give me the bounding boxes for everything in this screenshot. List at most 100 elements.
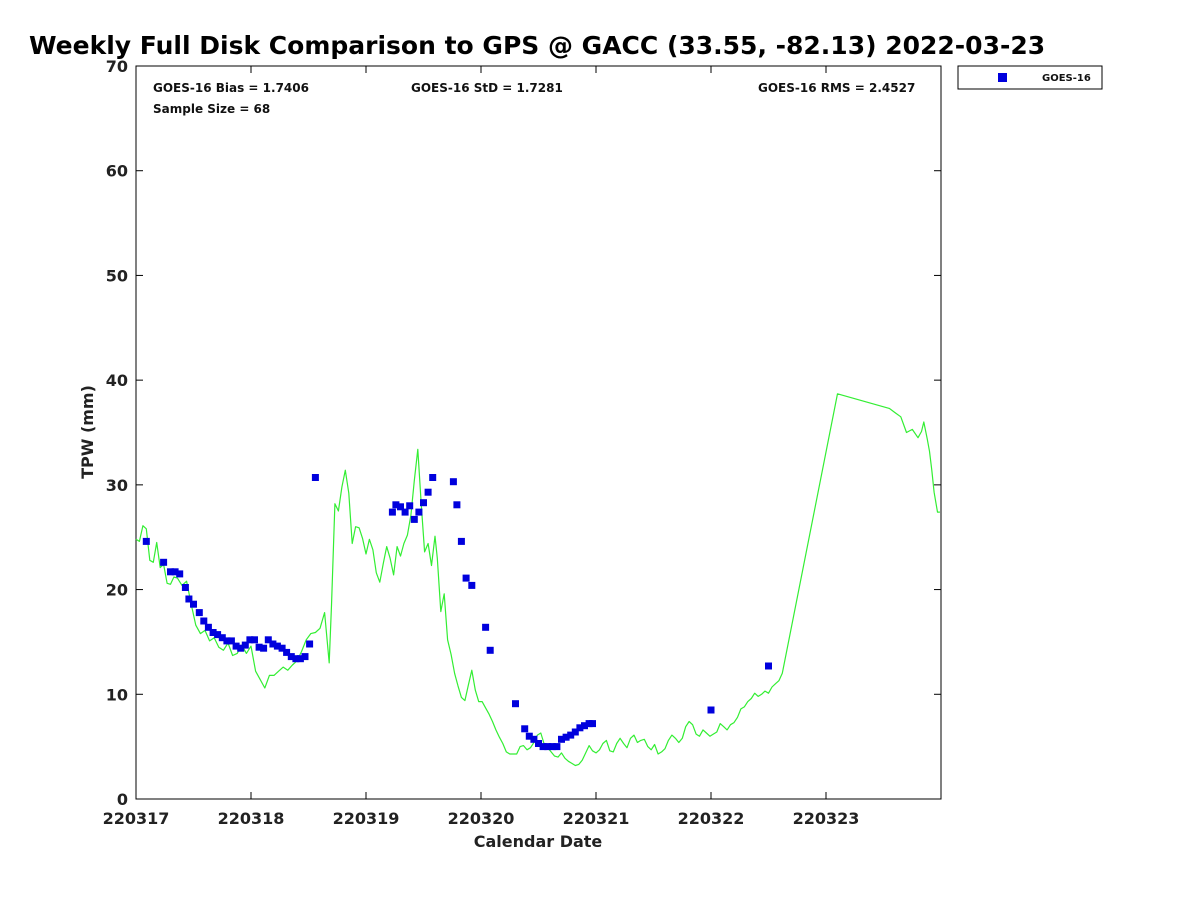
y-tick-label: 30 — [106, 476, 128, 495]
goes-16-point — [223, 637, 231, 645]
goes-16-point — [562, 733, 570, 741]
goes-16-point — [195, 609, 203, 617]
goes-16-point — [429, 474, 437, 481]
goes-16-point — [535, 740, 542, 747]
y-tick-label: 60 — [106, 162, 128, 181]
x-tick-label: 220319 — [333, 809, 400, 828]
y-tick-label: 0 — [117, 790, 128, 809]
goes-16-point — [167, 568, 174, 576]
y-tick-label: 10 — [106, 685, 128, 704]
goes-16-point — [410, 515, 418, 523]
goes-16-point — [218, 634, 226, 642]
goes-16-point — [707, 706, 715, 714]
goes-16-point — [468, 581, 476, 589]
goes-16-point — [420, 499, 427, 507]
goes-16-point — [251, 636, 258, 644]
goes-16-point — [260, 644, 268, 652]
goes-16-point — [292, 655, 300, 663]
gps-line — [135, 393, 940, 767]
goes-16-point — [142, 537, 150, 545]
goes-16-point — [482, 623, 490, 631]
goes-16-point — [241, 641, 249, 649]
goes-16-point — [227, 637, 235, 645]
goes-16-point — [311, 474, 319, 481]
goes-16-point — [273, 642, 281, 650]
x-tick-label: 220320 — [448, 809, 515, 828]
goes-16-point — [232, 642, 240, 650]
goes-16-point — [457, 537, 465, 545]
goes-16-point — [283, 648, 291, 656]
goes-16-point — [171, 568, 179, 576]
rms-stat: GOES-16 RMS = 2.4527 — [758, 81, 915, 95]
goes-16-point — [287, 653, 295, 661]
goes-16-point — [237, 644, 245, 652]
legend-label-goes-16: GOES-16 — [1042, 73, 1091, 84]
goes-16-point — [581, 722, 588, 730]
y-tick-label: 50 — [106, 266, 128, 285]
goes-16-point — [269, 640, 277, 648]
goes-16-point — [462, 574, 470, 582]
goes-16-point — [415, 508, 423, 516]
goes-16-point — [160, 558, 168, 566]
goes-16-point — [401, 508, 409, 516]
goes-16-point — [539, 743, 547, 751]
x-tick-label: 220321 — [563, 809, 630, 828]
goes-16-point — [255, 643, 263, 651]
bias-stat: GOES-16 Bias = 1.7406 — [153, 81, 309, 95]
x-axis-label: Calendar Date — [474, 832, 603, 851]
goes-16-point — [190, 600, 197, 608]
goes-16-point — [589, 720, 596, 728]
goes-16-point — [301, 653, 309, 661]
goes-16-point — [530, 735, 538, 743]
goes-16-point — [246, 636, 254, 644]
y-axis-label: TPW (mm) — [78, 385, 97, 479]
goes-16-point — [204, 623, 212, 631]
goes-16-point — [176, 570, 184, 578]
goes-16-point — [278, 644, 286, 652]
y-tick-label: 20 — [106, 581, 128, 600]
goes-16-point — [453, 501, 461, 509]
goes-16-point — [397, 503, 404, 511]
goes-16-series — [142, 474, 772, 751]
legend: GOES-16 — [957, 65, 1103, 90]
goes-16-point — [424, 488, 432, 496]
legend-box — [957, 65, 1103, 90]
y-tick-label: 40 — [106, 371, 128, 390]
goes-16-point — [449, 478, 457, 486]
goes-16-point — [406, 502, 414, 510]
goes-16-point — [181, 584, 189, 591]
goes-16-point — [200, 617, 208, 625]
goes-16-point — [296, 655, 304, 663]
std-stat: GOES-16 StD = 1.7281 — [411, 81, 563, 95]
sample-size-stat: Sample Size = 68 — [153, 102, 270, 116]
gps-series — [135, 393, 940, 767]
goes-16-point — [765, 662, 772, 670]
goes-16-point — [548, 743, 556, 751]
goes-16-point — [392, 501, 400, 509]
goes-16-point — [214, 631, 222, 639]
goes-16-point — [306, 640, 314, 648]
goes-16-point — [544, 743, 552, 751]
goes-16-point — [264, 636, 272, 644]
goes-16-point — [553, 743, 561, 751]
x-tick-label: 220317 — [103, 809, 170, 828]
y-tick-label: 70 — [106, 57, 128, 76]
goes-16-point — [571, 728, 579, 736]
goes-16-point — [388, 508, 396, 516]
legend-marker-goes-16 — [998, 73, 1007, 82]
plot-area — [135, 65, 942, 800]
x-axis: 220317 220318 220319 220320 220321 220322 2203… — [103, 66, 860, 828]
x-tick-label: 220323 — [793, 809, 860, 828]
y-axis: 0 10 20 30 40 50 60 70 — [106, 57, 941, 809]
goes-16-point — [185, 595, 193, 603]
goes-16-point — [558, 735, 565, 743]
x-tick-label: 220322 — [678, 809, 745, 828]
chart-title: Weekly Full Disk Comparison to GPS @ GAC… — [29, 31, 1045, 60]
goes-16-point — [521, 725, 529, 733]
goes-16-point — [209, 629, 217, 636]
goes-16-point — [525, 732, 533, 740]
goes-16-point — [576, 724, 584, 732]
x-tick-label: 220318 — [218, 809, 285, 828]
goes-16-point — [567, 731, 575, 739]
